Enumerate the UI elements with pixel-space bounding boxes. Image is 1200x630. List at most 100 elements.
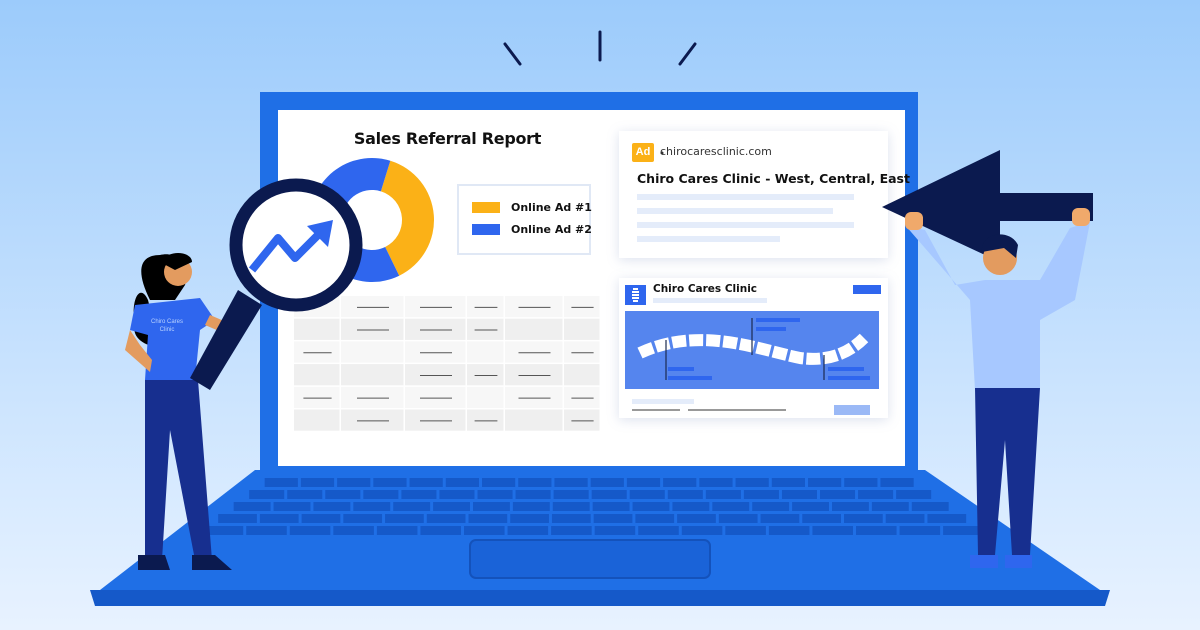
key (681, 526, 723, 535)
key (510, 514, 549, 523)
table-cell (505, 318, 563, 340)
key (551, 514, 591, 523)
key (808, 478, 842, 487)
woman-figure (125, 252, 245, 570)
left-arrow-icon (882, 150, 1093, 262)
key (832, 502, 869, 511)
listing-action-button[interactable] (853, 285, 881, 294)
table-cell (341, 386, 404, 408)
table-cell (405, 318, 466, 340)
table-cell (294, 386, 340, 408)
laptop-base-edge (90, 590, 1110, 606)
key (667, 490, 703, 499)
key (590, 478, 624, 487)
legend-box (457, 184, 591, 255)
key (593, 514, 633, 523)
man-figure (905, 208, 1090, 568)
key (594, 526, 636, 535)
key (482, 478, 516, 487)
key (896, 490, 932, 499)
key (632, 502, 670, 511)
key (844, 514, 883, 523)
key (287, 490, 323, 499)
key (635, 514, 675, 523)
table-cell (467, 341, 504, 363)
table-cell (467, 364, 504, 386)
key (468, 514, 508, 523)
table-cell (564, 364, 600, 386)
key (638, 526, 679, 535)
key (725, 526, 766, 535)
key (409, 478, 443, 487)
table-cell (405, 341, 466, 363)
legend-swatch-ad1 (472, 202, 500, 213)
key (333, 526, 374, 535)
key (629, 490, 665, 499)
key (820, 490, 856, 499)
table-cell (505, 409, 563, 431)
key (313, 502, 351, 511)
key (426, 514, 466, 523)
ad-url[interactable]: chirocaresclinic.com (660, 145, 772, 158)
table-cell (341, 364, 404, 386)
key (512, 502, 550, 511)
table-cell (467, 296, 504, 318)
table-cell (467, 409, 504, 431)
key (218, 514, 257, 523)
table-cell (405, 364, 466, 386)
keyboard (202, 478, 984, 535)
table-cell (341, 318, 404, 340)
report-table (294, 296, 600, 431)
table-cell (467, 386, 504, 408)
ad-text-lines (637, 194, 854, 242)
key (858, 490, 894, 499)
key (515, 490, 551, 499)
table-cell (341, 296, 404, 318)
key (943, 526, 984, 535)
key (473, 502, 510, 511)
key (343, 514, 383, 523)
key (507, 526, 549, 535)
table-cell (294, 364, 340, 386)
table-cell (564, 341, 600, 363)
sparkle-lines (503, 30, 697, 66)
table-cell (294, 318, 340, 340)
table-cell (505, 364, 563, 386)
ad-headline[interactable]: Chiro Cares Clinic - West, Central, East (637, 171, 910, 186)
key (273, 502, 311, 511)
key (393, 502, 431, 511)
key (781, 490, 817, 499)
listing-secondary-button[interactable] (834, 405, 870, 415)
key (592, 502, 630, 511)
table-cell (294, 341, 340, 363)
key (677, 514, 716, 523)
table-cell (564, 296, 600, 318)
key (885, 514, 925, 523)
key (401, 490, 437, 499)
key (871, 502, 909, 511)
trackpad (469, 539, 711, 579)
donut-slice (380, 160, 434, 276)
key (626, 478, 661, 487)
key (337, 478, 371, 487)
key (743, 490, 779, 499)
key (771, 478, 805, 487)
key (718, 514, 758, 523)
key (899, 526, 941, 535)
key (792, 502, 829, 511)
table-cell (505, 296, 563, 318)
spine-graphic (637, 333, 869, 365)
key (927, 514, 967, 523)
table-cell (505, 341, 563, 363)
table-cell (294, 409, 340, 431)
key (554, 478, 588, 487)
key (705, 490, 741, 499)
key (672, 502, 710, 511)
shirt-print: Chiro Cares Clinic (150, 319, 183, 333)
key (246, 526, 287, 535)
key (752, 502, 790, 511)
table-cell (405, 296, 466, 318)
listing-name: Chiro Cares Clinic (653, 283, 758, 295)
key (477, 490, 513, 499)
